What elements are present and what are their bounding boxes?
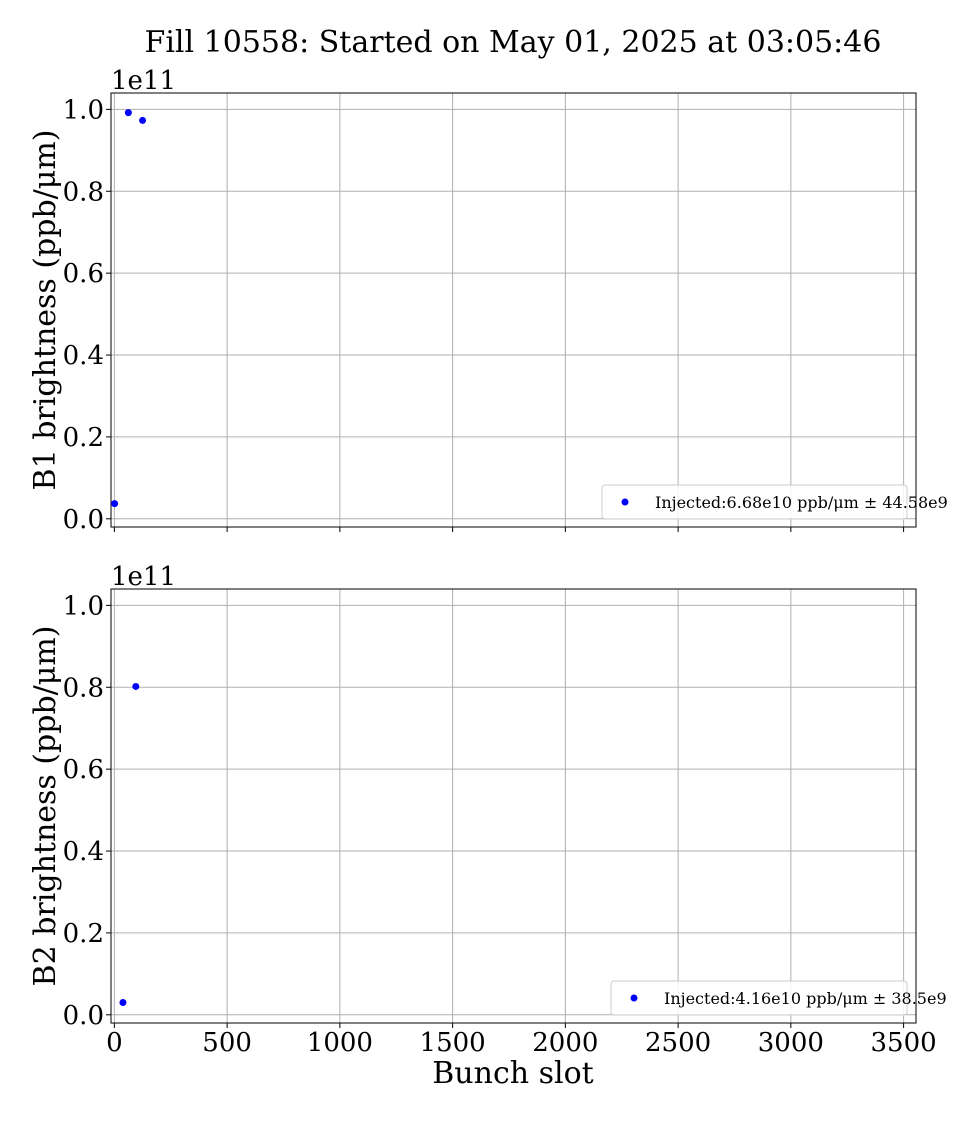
- y-tick-label: 0.6: [63, 755, 104, 785]
- y-tick-label: 1.0: [63, 95, 104, 125]
- y-tick-label: 0.8: [63, 177, 104, 207]
- y-axis-label: B2 brightness (ppb/μm): [28, 626, 63, 987]
- x-tick-label: 2500: [645, 1028, 711, 1058]
- data-point: [119, 999, 127, 1007]
- x-tick-label: 3000: [758, 1028, 824, 1058]
- y-offset-text: 1e11: [111, 562, 176, 592]
- y-tick-label: 1.0: [63, 591, 104, 621]
- data-point: [132, 682, 140, 690]
- y-tick-label: 0.4: [63, 341, 104, 371]
- figure-title: Fill 10558: Started on May 01, 2025 at 0…: [145, 25, 882, 60]
- data-point: [124, 109, 132, 117]
- legend-label: Injected:4.16e10 ppb/μm ± 38.5e9: [664, 989, 947, 1008]
- axes-frame: [110, 588, 917, 1024]
- legend-marker: [621, 498, 629, 506]
- data-point: [139, 116, 147, 124]
- y-tick-label: 0.6: [63, 259, 104, 289]
- y-tick-label: 0.0: [63, 505, 104, 535]
- x-tick-label: 2000: [532, 1028, 598, 1058]
- y-axis-label: B1 brightness (ppb/μm): [28, 130, 63, 491]
- x-tick-label: 1500: [420, 1028, 486, 1058]
- legend-box: [610, 980, 908, 1016]
- x-tick-label: 3500: [871, 1028, 937, 1058]
- data-point: [111, 500, 119, 508]
- x-tick-label: 500: [202, 1028, 252, 1058]
- x-axis-label: Bunch slot: [432, 1056, 593, 1091]
- x-tick-label: 0: [106, 1028, 123, 1058]
- y-tick-label: 0.0: [63, 1001, 104, 1031]
- y-tick-label: 0.2: [63, 919, 104, 949]
- legend-marker: [630, 994, 638, 1002]
- y-offset-text: 1e11: [111, 66, 176, 96]
- axes-frame: [110, 92, 917, 528]
- y-tick-label: 0.4: [63, 837, 104, 867]
- legend-label: Injected:6.68e10 ppb/μm ± 44.58e9: [655, 493, 948, 512]
- legend-box: [601, 484, 908, 520]
- panel-b2: 0 500 1000 1500 2000 2500 3000 3500 0.0 0.2 0.4 0.6…: [28, 562, 947, 1058]
- x-tick-label: 1000: [307, 1028, 373, 1058]
- y-tick-label: 0.2: [63, 423, 104, 453]
- y-tick-label: 0.8: [63, 673, 104, 703]
